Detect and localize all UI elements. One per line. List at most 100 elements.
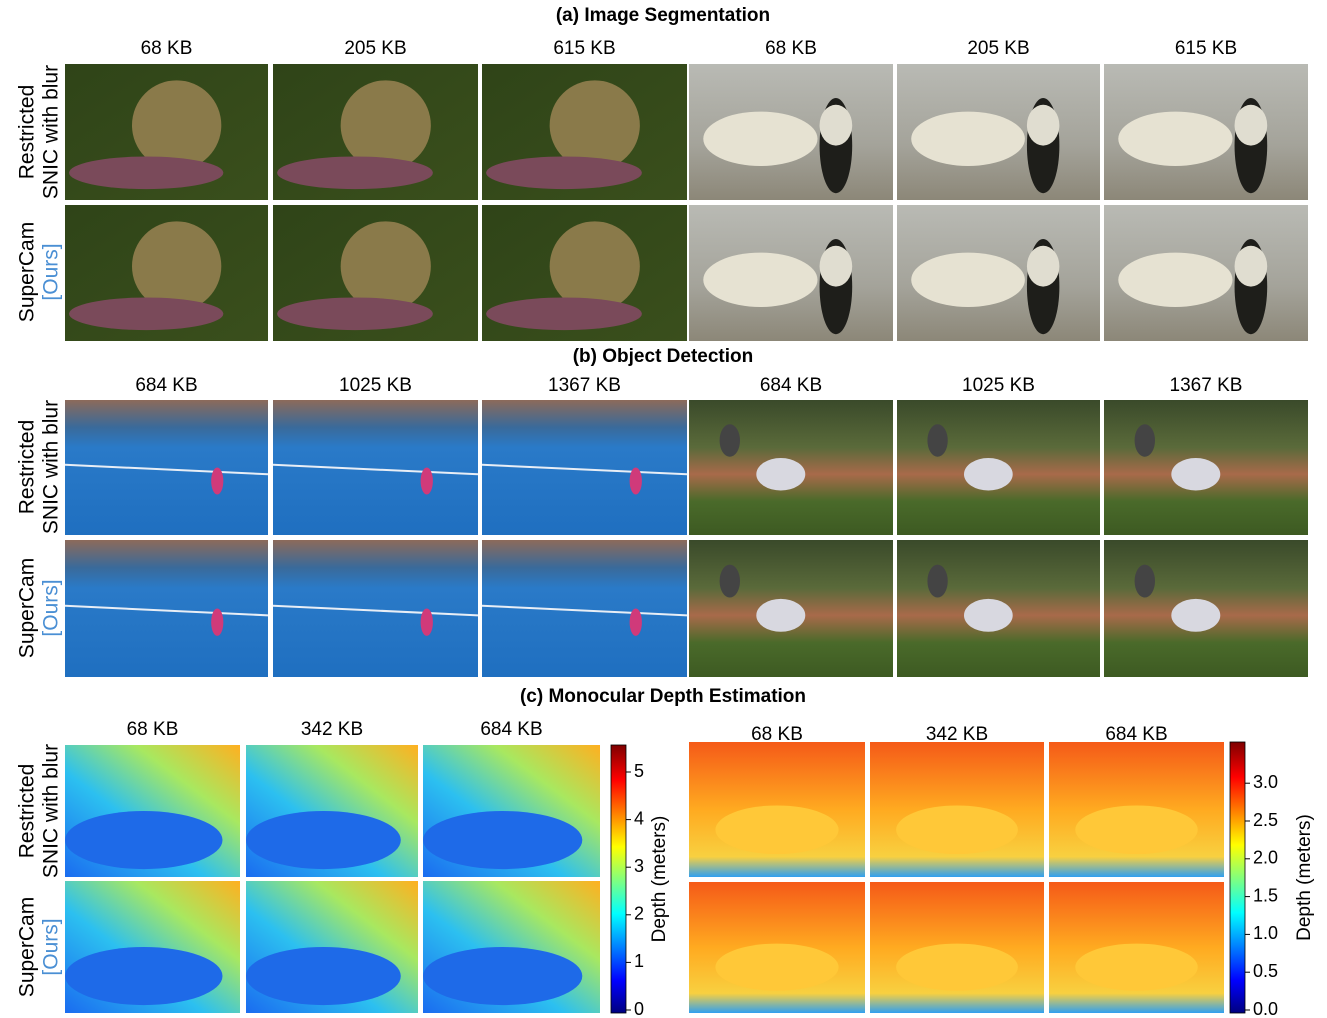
image [65, 540, 268, 677]
player [927, 565, 947, 598]
flowers [277, 297, 433, 330]
table [423, 811, 582, 869]
table [423, 947, 582, 1005]
people [715, 805, 838, 854]
colorbar-tick-label: 1 [634, 951, 644, 971]
players [756, 599, 805, 632]
shirt [820, 246, 853, 287]
players [756, 458, 805, 490]
section-title: (b) Object Detection [573, 346, 754, 367]
flowers [277, 156, 433, 189]
colorbar [1230, 742, 1245, 1013]
row-label: [Ours] [40, 579, 63, 636]
flowers [69, 156, 223, 189]
row-label: Restricted [16, 420, 39, 515]
colorbar-tick-label: 3.0 [1253, 772, 1278, 792]
colorbar-tick-label: 2.5 [1253, 810, 1278, 830]
column-label: 684 KB [135, 375, 197, 396]
image-tile [273, 400, 478, 535]
image-tile [423, 881, 600, 1013]
column-label: 1367 KB [548, 375, 621, 396]
image-tile [273, 205, 478, 341]
column-label: 68 KB [127, 719, 179, 740]
image [65, 400, 268, 535]
helicopter [703, 112, 817, 166]
column-label: 1367 KB [1170, 375, 1243, 396]
column-label: 68 KB [751, 724, 803, 745]
row-label: SNIC with blur [40, 400, 63, 534]
image-tile [246, 745, 418, 877]
image [482, 540, 687, 677]
image-tile [65, 205, 268, 341]
image-tile [65, 745, 240, 877]
image-tile [1104, 540, 1308, 677]
column-label: 68 KB [765, 38, 817, 59]
column-label: 205 KB [967, 38, 1029, 59]
shirt [1235, 246, 1268, 287]
column-label: 615 KB [1175, 38, 1237, 59]
column-label: 684 KB [1105, 724, 1167, 745]
table [246, 947, 401, 1005]
players [964, 458, 1013, 490]
shirt [1027, 105, 1059, 146]
people [896, 805, 1018, 854]
colorbar-label: Depth (meters) [649, 816, 670, 943]
image-tile [1104, 64, 1308, 200]
people [1075, 805, 1198, 854]
image-tile [897, 64, 1100, 200]
column-label: 615 KB [553, 38, 615, 59]
image-tile [1049, 742, 1224, 877]
row-label: [Ours] [40, 243, 63, 300]
row-label: SuperCam [16, 222, 39, 322]
helicopter [911, 112, 1025, 166]
section-title: (a) Image Segmentation [556, 5, 770, 26]
player [927, 424, 947, 456]
flowers [69, 297, 223, 330]
colorbar-tick-label: 0.0 [1253, 999, 1278, 1018]
player [421, 468, 433, 495]
people [896, 944, 1018, 991]
table [246, 811, 401, 869]
table [65, 947, 223, 1005]
image-tile [689, 205, 893, 341]
image [273, 400, 478, 535]
column-label: 205 KB [344, 38, 406, 59]
image-tile [65, 881, 240, 1013]
image-tile [65, 540, 268, 677]
row-label: SuperCam [16, 558, 39, 658]
image-tile [273, 540, 478, 677]
column-label: 1025 KB [339, 375, 412, 396]
image-tile [246, 881, 418, 1013]
row-label: SNIC with blur [40, 744, 63, 878]
player [421, 609, 433, 636]
colorbar-tick-label: 0 [634, 999, 644, 1018]
image-tile [689, 540, 893, 677]
image-tile [897, 540, 1100, 677]
row-label: SuperCam [16, 897, 39, 997]
helicopter [911, 253, 1025, 307]
colorbar [611, 745, 626, 1013]
people [715, 944, 838, 991]
image-tile [870, 882, 1044, 1013]
image-tile [65, 400, 268, 535]
figure: (a) Image Segmentation 68 KB 205 KB 615 KB 6… [0, 0, 1327, 1018]
flowers [486, 156, 642, 189]
image [273, 540, 478, 677]
colorbar-tick-label: 1.0 [1253, 923, 1278, 943]
player [1135, 424, 1155, 456]
table [65, 811, 223, 869]
image-tile [482, 64, 687, 200]
image-tile [1104, 205, 1308, 341]
flowers [486, 297, 642, 330]
people [1075, 944, 1198, 991]
helicopter [1118, 112, 1232, 166]
column-label: 1025 KB [962, 375, 1035, 396]
row-label: SNIC with blur [40, 65, 63, 199]
player [720, 565, 740, 598]
image-tile [689, 400, 893, 535]
image-tile [273, 64, 478, 200]
colorbar-tick-label: 5 [634, 761, 644, 781]
image-tile [689, 742, 865, 877]
player [630, 468, 642, 495]
image-tile [1049, 882, 1224, 1013]
